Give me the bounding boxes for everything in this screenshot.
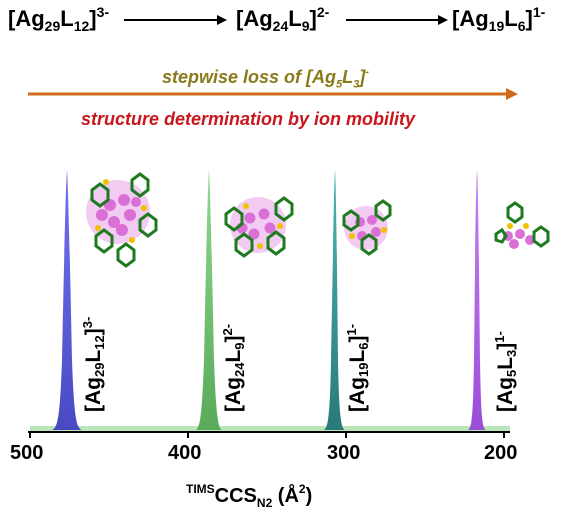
reaction-arrow-2-head [438,15,448,25]
progress-arrow [28,88,518,100]
peak-label-ag24: [Ag24L9]2- [220,323,247,412]
peak-ag24 [196,170,222,430]
tick-label-200: 200 [484,442,518,464]
stepwise-loss-caption: stepwise loss of [Ag5L3]- [162,66,369,91]
tick-label-300: 300 [327,442,361,464]
peak-label-ag29: [Ag29L12]3- [80,316,107,412]
cluster-ag29-structure [86,172,158,268]
structure-determination-caption: structure determination by ion mobility [81,109,416,129]
peak-ag19 [324,170,345,430]
species-1-formula: [Ag29L12]3- [8,4,110,34]
cluster-ag24-structure [224,196,294,258]
tick-label-500: 500 [10,442,44,464]
species-3-formula: [Ag19L6]1- [452,4,546,34]
species-2-formula: [Ag24L9]2- [236,4,330,34]
reaction-arrow-1 [124,19,217,21]
x-axis-label: TIMSCCSN2 (Å2) [186,482,313,510]
peak-label-ag19: [Ag19L6]1- [344,323,371,412]
cluster-ag5-structure [494,201,550,249]
peak-ag29 [52,170,82,430]
tick-label-400: 400 [168,442,202,464]
cluster-ag19-structure [342,199,392,256]
x-axis-ticks [29,432,505,438]
peak-label-ag5: [Ag5L3]1- [492,331,519,412]
baseline-band [30,426,510,432]
reaction-arrow-2 [346,19,438,21]
reaction-arrow-1-head [217,15,227,25]
peak-ag5 [468,170,486,430]
